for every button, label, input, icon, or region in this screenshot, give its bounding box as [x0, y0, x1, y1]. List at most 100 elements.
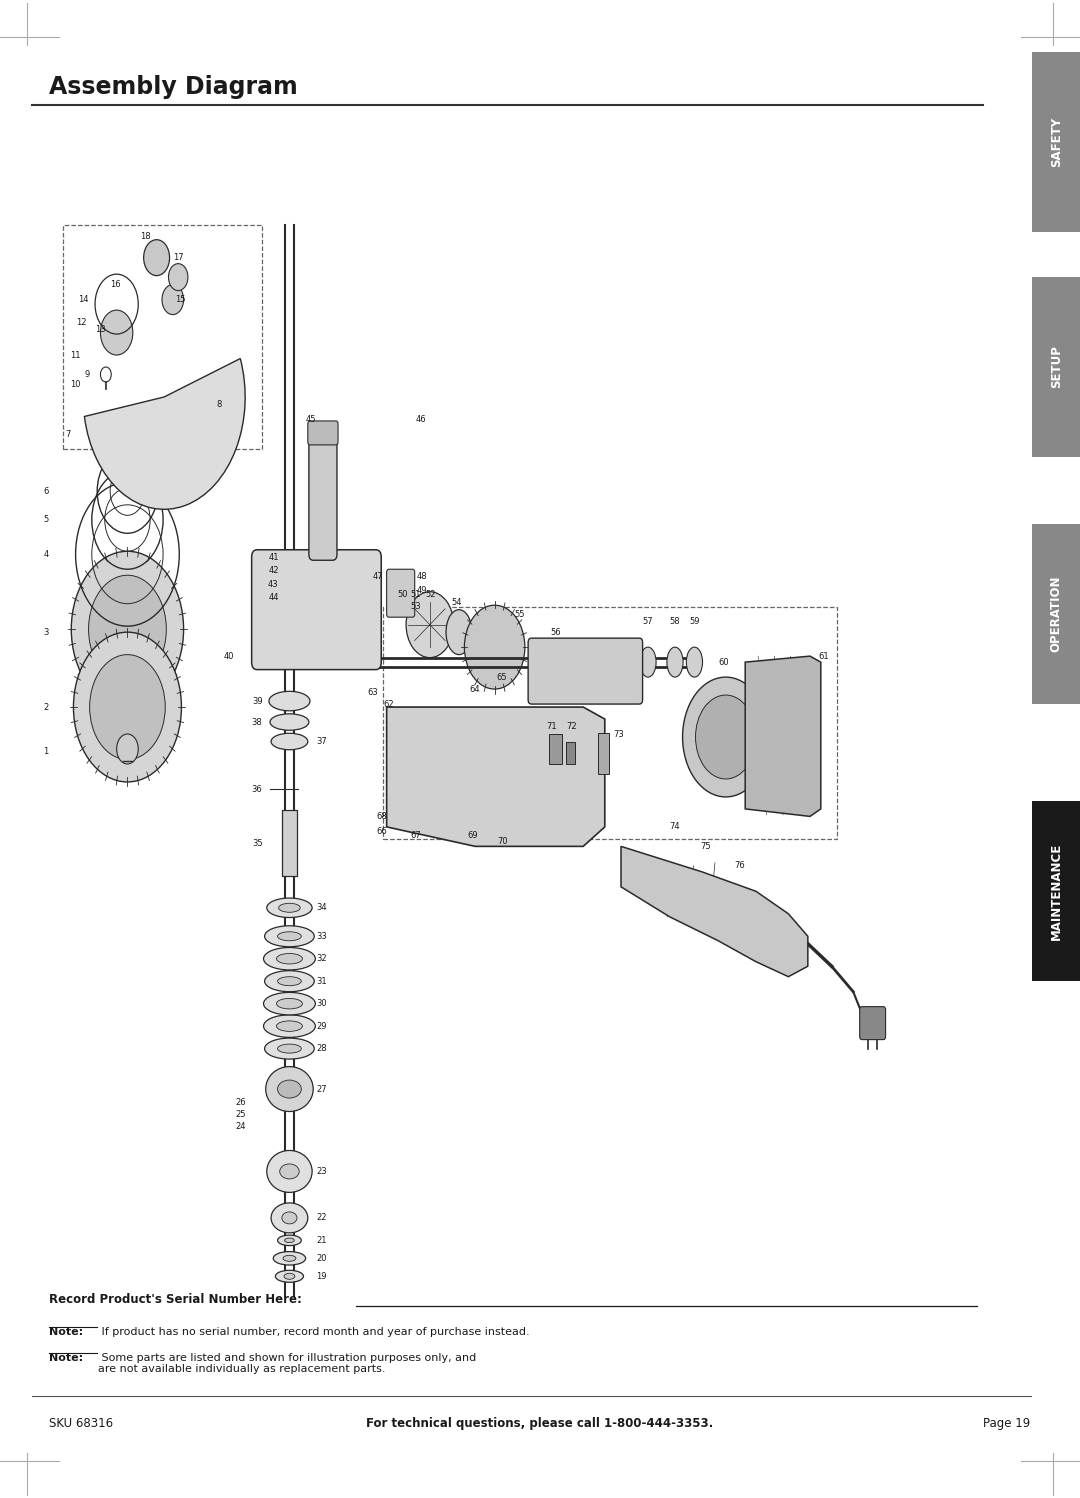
Ellipse shape [278, 1044, 301, 1053]
Ellipse shape [275, 1270, 303, 1282]
Text: 57: 57 [643, 617, 653, 626]
Text: 4: 4 [43, 550, 49, 559]
Circle shape [73, 632, 181, 782]
Text: 48: 48 [417, 572, 428, 581]
Text: For technical questions, please call 1-800-444-3353.: For technical questions, please call 1-8… [366, 1417, 714, 1429]
FancyBboxPatch shape [1032, 801, 1080, 981]
Ellipse shape [285, 1237, 294, 1243]
Ellipse shape [687, 647, 703, 677]
Circle shape [168, 264, 188, 291]
Text: Some parts are listed and shown for illustration purposes only, and
are not avai: Some parts are listed and shown for illu… [98, 1353, 476, 1374]
FancyBboxPatch shape [308, 421, 338, 445]
Text: 76: 76 [734, 861, 745, 870]
Ellipse shape [266, 1067, 313, 1112]
Text: If product has no serial number, record month and year of purchase instead.: If product has no serial number, record … [98, 1327, 530, 1338]
Text: 31: 31 [316, 977, 327, 986]
Ellipse shape [278, 1234, 301, 1246]
Ellipse shape [264, 948, 315, 971]
Ellipse shape [284, 1273, 295, 1279]
Text: 35: 35 [252, 839, 262, 848]
Ellipse shape [455, 762, 463, 783]
Polygon shape [745, 656, 821, 816]
Text: 3: 3 [43, 628, 49, 637]
Text: 65: 65 [497, 673, 508, 682]
FancyBboxPatch shape [566, 742, 575, 764]
Ellipse shape [279, 903, 300, 912]
Text: 30: 30 [316, 999, 327, 1008]
Circle shape [696, 695, 756, 779]
Ellipse shape [264, 1016, 315, 1037]
Text: 12: 12 [76, 318, 86, 327]
Ellipse shape [278, 977, 301, 986]
Text: 22: 22 [316, 1213, 327, 1222]
Circle shape [406, 592, 454, 658]
Text: SKU 68316: SKU 68316 [49, 1417, 112, 1429]
FancyBboxPatch shape [598, 733, 609, 774]
Polygon shape [621, 846, 808, 977]
Text: 73: 73 [613, 730, 624, 739]
Text: 71: 71 [546, 722, 557, 731]
Circle shape [162, 285, 184, 315]
Text: 55: 55 [514, 610, 525, 619]
Circle shape [89, 575, 166, 683]
Text: 25: 25 [235, 1110, 246, 1119]
Text: 63: 63 [367, 688, 378, 697]
Text: 13: 13 [95, 325, 106, 334]
Ellipse shape [283, 1255, 296, 1261]
Ellipse shape [446, 610, 472, 655]
Text: 70: 70 [497, 837, 508, 846]
Polygon shape [387, 707, 605, 846]
Ellipse shape [273, 1252, 306, 1264]
Text: 50: 50 [397, 590, 408, 599]
Text: Note:: Note: [49, 1353, 83, 1363]
Text: 41: 41 [268, 553, 279, 562]
Ellipse shape [270, 713, 309, 731]
Text: 14: 14 [78, 295, 89, 304]
Text: Assembly Diagram: Assembly Diagram [49, 75, 297, 99]
Circle shape [71, 551, 184, 707]
Circle shape [683, 677, 769, 797]
Circle shape [464, 605, 525, 689]
Ellipse shape [264, 992, 315, 1016]
Text: 47: 47 [373, 572, 383, 581]
Circle shape [297, 583, 336, 637]
FancyBboxPatch shape [528, 638, 643, 704]
Text: 20: 20 [316, 1254, 327, 1263]
Text: 33: 33 [316, 932, 327, 941]
Ellipse shape [428, 762, 436, 783]
Text: 39: 39 [252, 697, 262, 706]
Circle shape [100, 310, 133, 355]
Text: 51: 51 [410, 590, 421, 599]
Ellipse shape [265, 971, 314, 992]
FancyBboxPatch shape [309, 436, 337, 560]
Circle shape [144, 240, 170, 276]
FancyBboxPatch shape [1032, 277, 1080, 457]
Ellipse shape [271, 733, 308, 750]
Ellipse shape [276, 954, 302, 965]
Text: 40: 40 [224, 652, 234, 661]
Text: 52: 52 [426, 590, 436, 599]
Text: 23: 23 [316, 1167, 327, 1176]
Text: 15: 15 [175, 295, 186, 304]
Text: 49: 49 [417, 586, 428, 595]
Text: 29: 29 [316, 1022, 327, 1031]
Text: 32: 32 [316, 954, 327, 963]
Text: 60: 60 [718, 658, 729, 667]
FancyBboxPatch shape [252, 550, 381, 670]
Wedge shape [84, 358, 245, 509]
FancyBboxPatch shape [860, 1007, 886, 1040]
Text: 64: 64 [470, 685, 481, 694]
Text: 21: 21 [316, 1236, 327, 1245]
Text: 9: 9 [84, 370, 90, 379]
Text: 8: 8 [216, 400, 221, 409]
Text: 6: 6 [43, 487, 49, 496]
Text: Note:: Note: [49, 1327, 83, 1338]
Text: MAINTENANCE: MAINTENANCE [1050, 843, 1063, 939]
Text: 58: 58 [670, 617, 680, 626]
Text: 42: 42 [268, 566, 279, 575]
Text: 2: 2 [43, 703, 49, 712]
FancyBboxPatch shape [1032, 524, 1080, 704]
Text: 43: 43 [268, 580, 279, 589]
Text: 72: 72 [566, 722, 577, 731]
Ellipse shape [265, 926, 314, 947]
